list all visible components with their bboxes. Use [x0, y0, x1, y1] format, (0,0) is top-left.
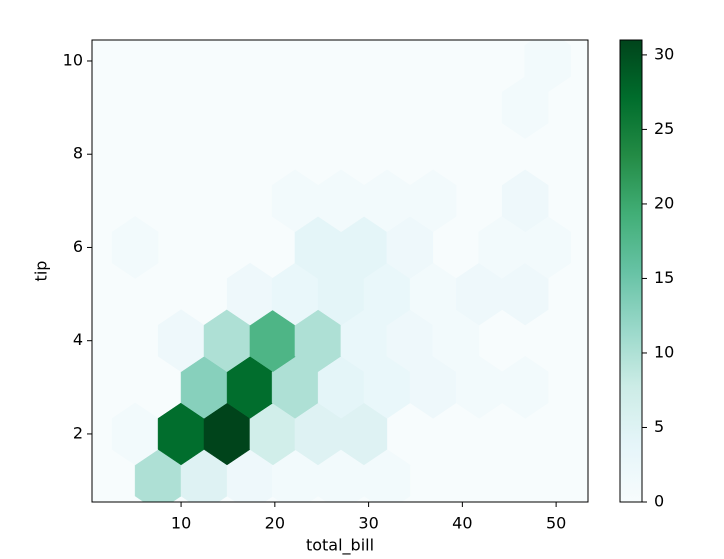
hexbin-cell	[501, 76, 549, 139]
hexbin-cell	[501, 169, 549, 233]
hexbin-cell	[501, 356, 549, 419]
y-tick-label: 2	[73, 423, 83, 442]
hexbin-cell	[409, 169, 457, 233]
x-tick-label: 50	[546, 514, 566, 533]
x-tick-label: 20	[265, 514, 285, 533]
y-axis-label: tip	[32, 261, 51, 282]
hexbin-cell	[432, 309, 480, 372]
x-tick-label: 30	[358, 514, 378, 533]
colorbar-tick-label: 20	[654, 193, 674, 212]
hexbin-cell	[524, 216, 571, 279]
colorbar-tick-label: 30	[654, 44, 674, 63]
x-tick-label: 10	[171, 514, 191, 533]
colorbar-tick-label: 15	[654, 268, 674, 287]
colorbar-tick-label: 5	[654, 417, 664, 436]
y-tick-label: 6	[73, 237, 83, 256]
hexbin-cell	[111, 216, 159, 279]
x-axis-label: total_bill	[306, 536, 374, 556]
colorbar-tick-label: 25	[654, 119, 674, 138]
y-tick-label: 4	[73, 330, 83, 349]
y-tick-label: 8	[73, 144, 83, 163]
x-tick-label: 40	[452, 514, 472, 533]
colorbar	[619, 39, 643, 503]
colorbar-tick-label: 10	[654, 342, 674, 361]
hexbin-cell	[524, 40, 571, 93]
colorbar-tick-label: 0	[654, 492, 664, 511]
hex-layer	[111, 40, 571, 502]
y-tick-label: 10	[63, 50, 83, 69]
plot-frame	[91, 39, 589, 503]
hexbin-cell	[501, 262, 549, 326]
